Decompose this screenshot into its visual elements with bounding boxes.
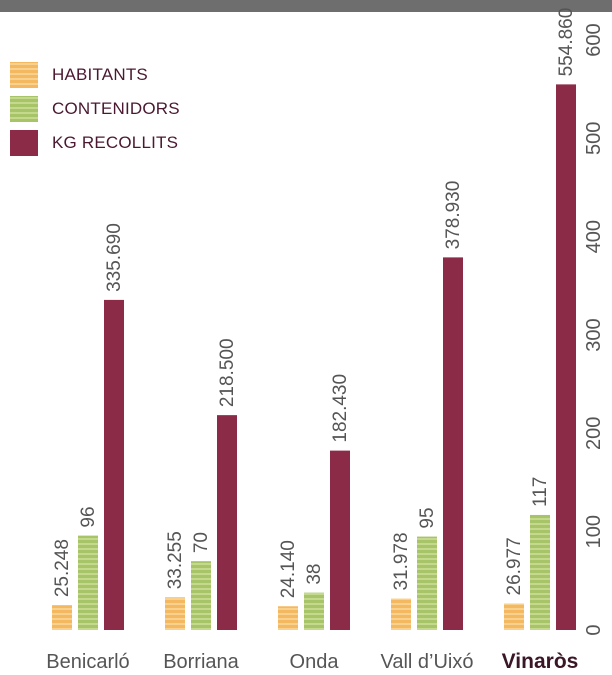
bar-2-0 — [104, 299, 124, 630]
y-tick-label-0: 0 — [583, 624, 605, 635]
bar-label-2-0: 335.690 — [104, 223, 125, 292]
bar-label-0-2: 24.140 — [278, 540, 299, 598]
legend-swatch-habitants — [10, 62, 38, 88]
category-label-3: Vall d’Uixó — [381, 651, 474, 673]
bar-1-2 — [304, 592, 324, 630]
bar-label-0-1: 33.255 — [165, 531, 186, 589]
legend-label-contenidors: CONTENIDORS — [52, 99, 180, 118]
bar-label-2-3: 378.930 — [443, 181, 464, 250]
bar-0-0 — [52, 605, 72, 630]
bar-label-0-0: 25.248 — [52, 539, 73, 597]
bar-label-1-2: 38 — [304, 563, 325, 584]
bar-2-4 — [556, 84, 576, 630]
bar-1-1 — [191, 561, 211, 630]
bar-label-2-2: 182.430 — [330, 374, 351, 443]
bar-2-3 — [443, 257, 463, 630]
bar-label-1-1: 70 — [191, 532, 212, 553]
legend-label-habitants: HABITANTS — [52, 65, 148, 84]
y-tick-label-3: 300 — [583, 318, 605, 351]
bar-1-4 — [530, 514, 550, 630]
legend-item-contenidors: CONTENIDORS — [10, 92, 180, 126]
bar-0-4 — [504, 603, 524, 630]
legend: HABITANTS CONTENIDORS KG RECOLLITS — [10, 58, 180, 160]
bar-label-1-4: 117 — [530, 477, 551, 507]
bar-label-1-0: 96 — [78, 506, 99, 527]
y-tick-label-4: 400 — [583, 220, 605, 253]
legend-item-kg-recollits: KG RECOLLITS — [10, 126, 180, 160]
legend-item-habitants: HABITANTS — [10, 58, 180, 92]
bar-label-1-3: 95 — [417, 507, 438, 528]
y-tick-label-1: 100 — [583, 515, 605, 548]
bar-label-0-4: 26.977 — [504, 537, 525, 595]
bar-0-3 — [391, 598, 411, 630]
bar-1-0 — [78, 535, 98, 630]
category-label-1: Borriana — [163, 651, 239, 673]
bar-2-1 — [217, 415, 237, 630]
bar-2-2 — [330, 450, 350, 630]
legend-swatch-kg-recollits — [10, 130, 38, 156]
category-label-0: Benicarló — [46, 651, 129, 673]
bar-1-3 — [417, 536, 437, 630]
bar-label-0-3: 31.978 — [391, 532, 412, 590]
top-band — [0, 0, 612, 12]
legend-label-kg-recollits: KG RECOLLITS — [52, 133, 179, 152]
y-tick-label-5: 500 — [583, 122, 605, 155]
bar-label-2-1: 218.500 — [217, 338, 238, 407]
bar-0-1 — [165, 597, 185, 630]
y-tick-label-2: 200 — [583, 417, 605, 450]
bar-label-2-4: 554.860 — [556, 8, 577, 77]
legend-swatch-contenidors — [10, 96, 38, 122]
category-label-2: Onda — [290, 651, 340, 673]
y-tick-label-6: 600 — [583, 23, 605, 56]
bar-0-2 — [278, 606, 298, 630]
category-label-4: Vinaròs — [502, 650, 579, 673]
